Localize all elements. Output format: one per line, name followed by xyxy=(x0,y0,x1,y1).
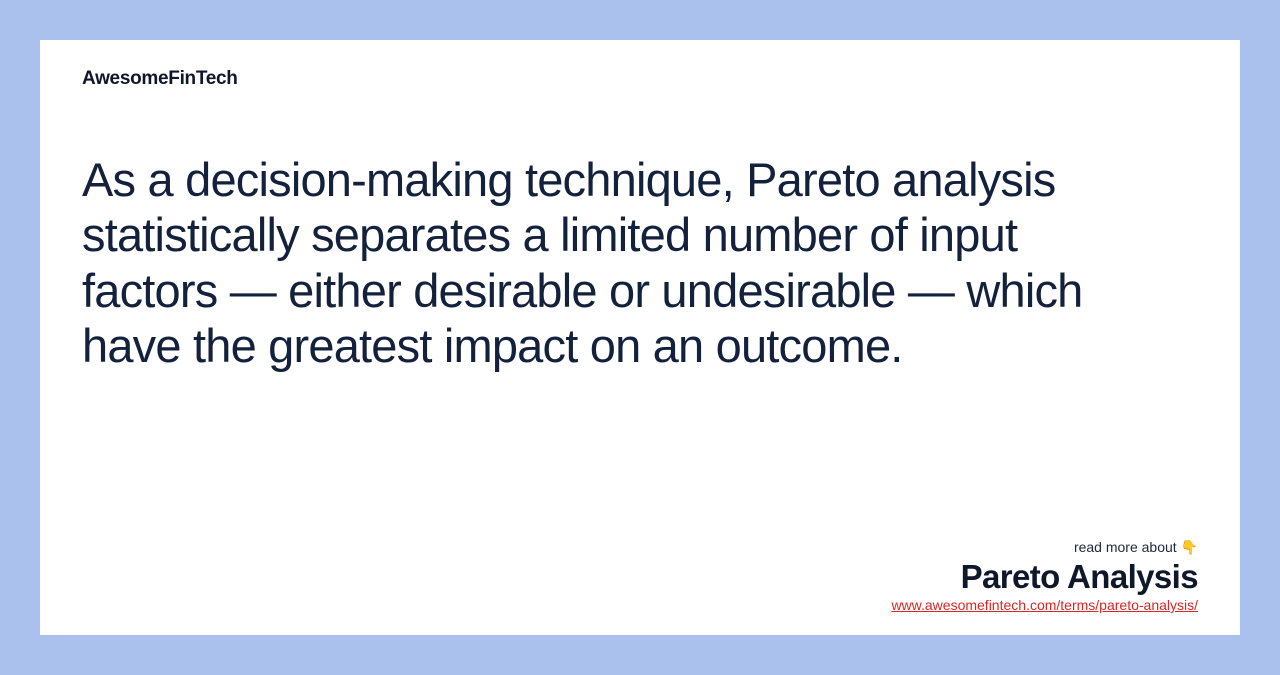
definition-text: As a decision-making technique, Pareto a… xyxy=(82,152,1142,374)
source-url-link[interactable]: www.awesomefintech.com/terms/pareto-anal… xyxy=(891,597,1198,613)
brand-logo: AwesomeFinTech xyxy=(82,68,1198,90)
footer-section: read more about 👇 Pareto Analysis www.aw… xyxy=(891,539,1198,613)
read-more-label: read more about 👇 xyxy=(891,539,1198,556)
content-card: AwesomeFinTech As a decision-making tech… xyxy=(40,40,1240,635)
topic-title: Pareto Analysis xyxy=(891,558,1198,596)
